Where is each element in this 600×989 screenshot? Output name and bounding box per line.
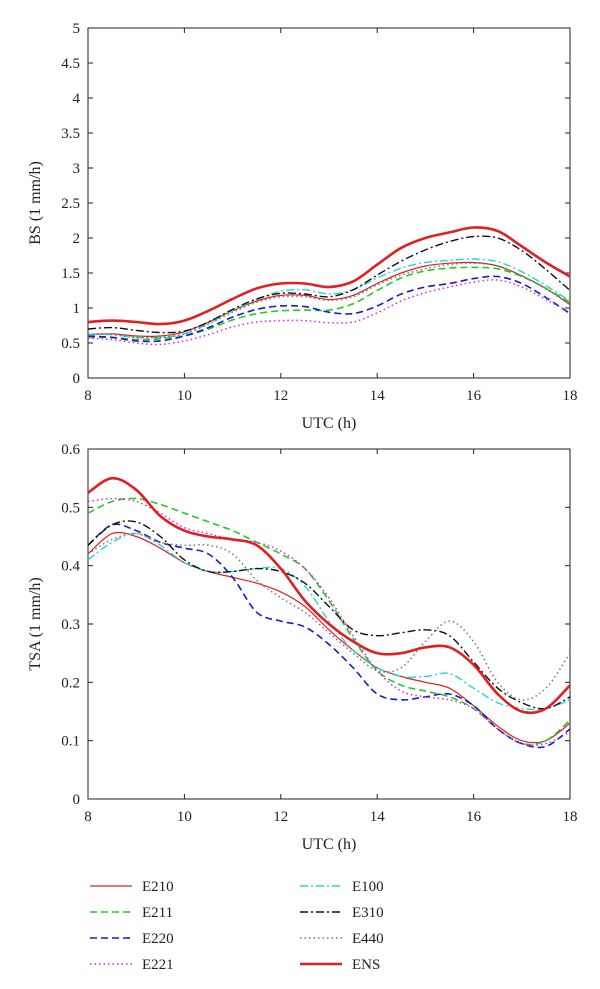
y-tick-label: 0.5 [61,500,80,516]
x-axis-label: UTC (h) [302,836,357,853]
y-tick-label: 1 [73,301,81,317]
y-tick-label: 4.5 [61,56,80,72]
x-tick-label: 14 [370,388,386,404]
x-tick-label: 10 [177,809,192,825]
plot-frame [87,27,571,379]
y-tick-label: 2.5 [61,196,80,212]
x-tick-label: 8 [84,388,92,404]
y-tick-label: 3 [73,161,81,177]
series-line-ens [87,226,571,326]
series-line-e220 [87,275,571,343]
legend-label-e221: E221 [142,957,174,973]
legend-label-e211: E211 [142,905,173,921]
series-line-e100 [87,258,571,339]
legend-label-e220: E220 [142,931,174,947]
x-tick-label: 18 [563,809,578,825]
tsa-chart: 0 0.1 0.2 0.3 0.4 0.5 0.6 8 10 12 14 16 18 UTC (h) TSA… [27,442,578,853]
series-line-e210 [87,531,571,744]
y-tick-label: 0.2 [61,675,80,691]
y-tick-label: 0 [73,792,81,808]
x-tick-label: 16 [466,809,482,825]
series-line-ens [87,476,571,715]
y-tick-label: 0.3 [61,617,80,633]
series-line-e100 [87,532,571,711]
x-axis-label: UTC (h) [302,415,357,432]
x-tick-label: 14 [370,809,386,825]
series-line-e310 [87,235,571,334]
y-tick-label: 5 [73,21,81,37]
x-tick-label: 18 [563,388,578,404]
y-axis-label: TSA (1 mm/h) [27,577,44,670]
x-tick-label: 12 [273,388,288,404]
y-tick-label: 0.1 [61,734,80,750]
series-line-e211 [87,266,571,341]
series-line-e220 [87,523,571,749]
legend-label-e440: E440 [352,931,384,947]
x-tick-label: 10 [177,388,192,404]
x-tick-label: 16 [466,388,482,404]
legend-label-e100: E100 [352,879,384,895]
series-line-e440 [87,532,571,701]
y-axis-label: BS (1 mm/h) [27,161,44,245]
bs-chart: 0 0.5 1 1.5 2 2.5 3 3.5 4 4.5 5 8 10 12 14 16 18 UTC (h) B… [27,21,578,432]
x-tick-label: 8 [84,809,92,825]
series-line-e221 [87,497,571,746]
y-tick-label: 4 [73,91,81,107]
x-tick-label: 12 [273,809,288,825]
series-line-e221 [87,279,571,346]
series-line-e440 [87,262,571,339]
y-tick-label: 0.4 [61,559,80,575]
y-tick-label: 0.5 [61,336,80,352]
y-tick-label: 1.5 [61,266,80,282]
series-line-e210 [87,261,571,337]
y-tick-label: 2 [73,231,81,247]
legend-label-e310: E310 [352,905,384,921]
legend: E210 E211 E220 E221 E100 E310 E440 ENS [90,879,384,973]
y-tick-label: 3.5 [61,126,80,142]
series-line-e310 [87,520,571,710]
y-tick-label: 0.6 [61,442,80,458]
legend-label-e210: E210 [142,879,174,895]
y-tick-label: 0 [73,371,81,387]
legend-label-ens: ENS [352,957,380,973]
